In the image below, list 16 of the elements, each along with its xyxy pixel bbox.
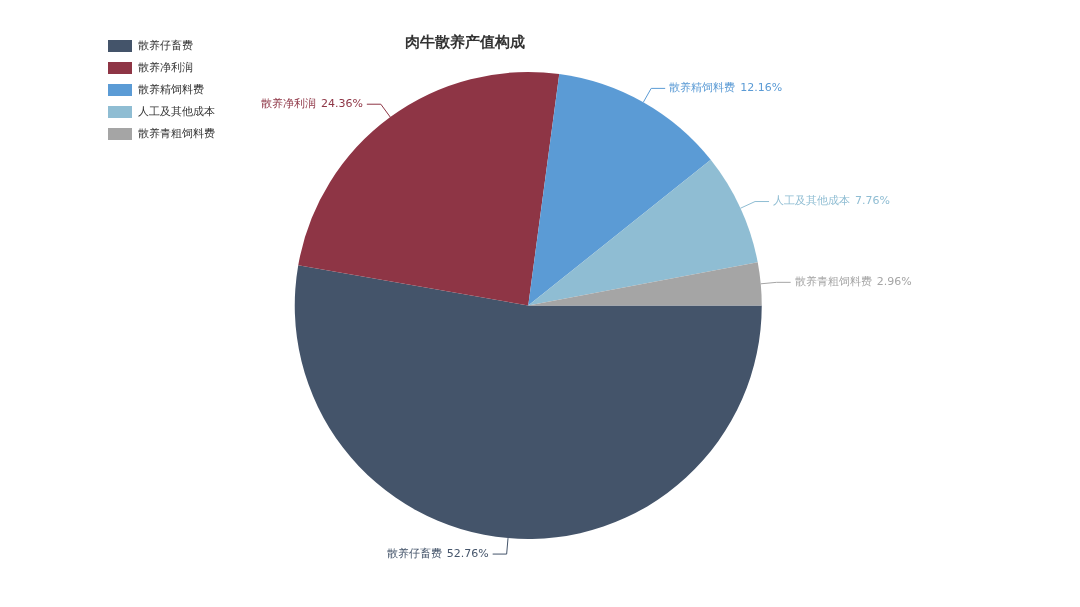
data-label: 2.96% — [876, 275, 912, 289]
legend-label: 散养仔畜费 — [137, 38, 193, 52]
legend-label: 散养青粗饲料费 — [137, 126, 215, 140]
slice-label: 散养净利润 — [260, 97, 316, 111]
data-label: 12.16% — [740, 81, 783, 95]
legend-label: 散养精饲料费 — [137, 82, 204, 96]
slice-label: 散养青粗饲料费 — [794, 275, 872, 289]
data-label: 7.76% — [855, 194, 891, 208]
legend-label: 人工及其他成本 — [137, 104, 215, 118]
data-label: 24.36% — [320, 97, 363, 111]
legend-label: 散养净利润 — [137, 60, 193, 74]
chart-title: 肉牛散养产值构成 — [405, 32, 525, 51]
slice-label: 散养精饲料费 — [669, 81, 736, 95]
slice-label: 人工及其他成本 — [773, 194, 851, 208]
data-label: 52.76% — [446, 546, 489, 560]
slice-label: 散养仔畜费 — [386, 546, 442, 560]
